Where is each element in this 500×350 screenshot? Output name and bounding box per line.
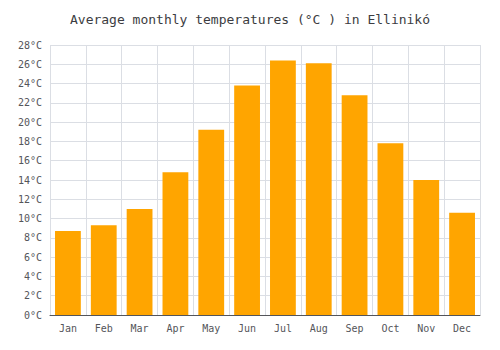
svg-text:Feb: Feb	[95, 323, 113, 334]
svg-text:16°C: 16°C	[18, 155, 42, 166]
svg-text:Nov: Nov	[417, 323, 435, 334]
svg-text:20°C: 20°C	[18, 117, 42, 128]
svg-text:Jan: Jan	[59, 323, 77, 334]
svg-text:Oct: Oct	[381, 323, 399, 334]
svg-text:10°C: 10°C	[18, 213, 42, 224]
svg-text:Dec: Dec	[453, 323, 471, 334]
svg-text:6°C: 6°C	[24, 252, 42, 263]
svg-text:24°C: 24°C	[18, 78, 42, 89]
svg-text:14°C: 14°C	[18, 175, 42, 186]
svg-text:28°C: 28°C	[18, 40, 42, 51]
svg-text:4°C: 4°C	[24, 271, 42, 282]
svg-text:22°C: 22°C	[18, 97, 42, 108]
svg-text:18°C: 18°C	[18, 136, 42, 147]
svg-text:Sep: Sep	[346, 323, 364, 334]
svg-text:Mar: Mar	[131, 323, 149, 334]
svg-text:Apr: Apr	[166, 323, 184, 334]
svg-text:Jul: Jul	[274, 323, 292, 334]
svg-text:Average monthly temperatures (: Average monthly temperatures (°C ) in El…	[70, 12, 430, 27]
svg-text:May: May	[202, 323, 220, 334]
svg-text:Jun: Jun	[238, 323, 256, 334]
svg-text:2°C: 2°C	[24, 290, 42, 301]
svg-text:0°C: 0°C	[24, 310, 42, 321]
svg-text:26°C: 26°C	[18, 59, 42, 70]
svg-text:12°C: 12°C	[18, 194, 42, 205]
svg-text:8°C: 8°C	[24, 232, 42, 243]
svg-text:Aug: Aug	[310, 323, 328, 334]
